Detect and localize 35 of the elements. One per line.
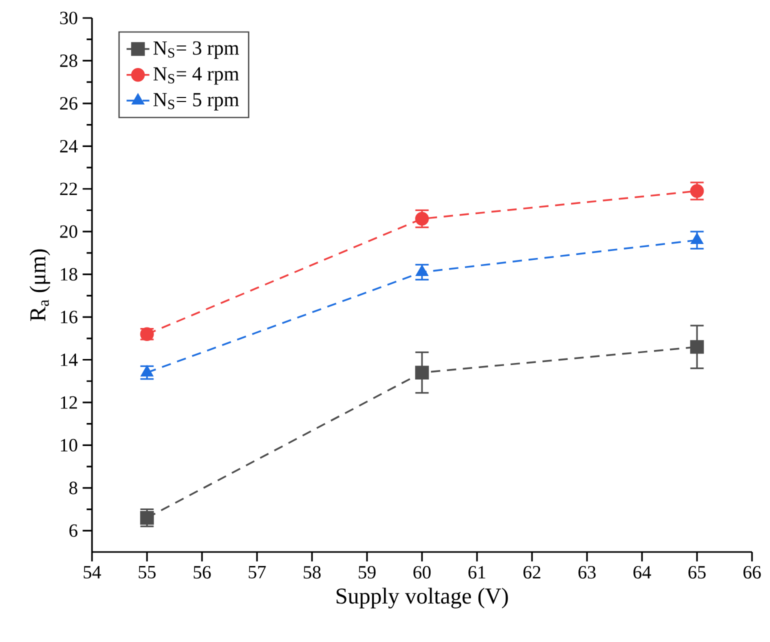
x-tick-label: 55 — [138, 566, 156, 578]
x-tick-label: 65 — [688, 566, 706, 579]
x-tick-label: 59 — [358, 566, 376, 579]
x-tick-label: 62 — [523, 566, 540, 579]
x-tick-label: 66 — [743, 566, 761, 579]
x-tick-label: 57 — [248, 566, 266, 578]
y-tick-label: 14 — [60, 354, 78, 366]
legend-label: N$_{S}$= 3 rpm — [153, 41, 239, 59]
x-tick-label: 64 — [633, 566, 652, 579]
y-axis-title: R$_{a}$ (μm) — [30, 249, 50, 322]
x-tick-label: 56 — [194, 566, 211, 579]
y-tick-label: 30 — [60, 12, 78, 24]
x-axis-title: Supply voltage (V) — [336, 588, 508, 608]
point — [690, 340, 704, 354]
legend-label: N$_{S}$= 5 rpm — [153, 93, 239, 110]
x-tick-label: 54 — [84, 566, 102, 579]
point — [416, 265, 428, 276]
y-tick-label: 12 — [60, 396, 77, 409]
x-tick-label: 58 — [304, 566, 321, 579]
y-tick-label: 8 — [69, 482, 78, 494]
point — [415, 366, 429, 380]
y-tick-label: 18 — [60, 268, 78, 281]
y-tick-label: 6 — [69, 524, 78, 537]
point — [140, 366, 154, 376]
y-tick-label: 26 — [60, 97, 78, 110]
y-tick-label: 20 — [60, 225, 78, 238]
y-tick-label: 10 — [60, 438, 78, 452]
x-tick-label: 61 — [468, 566, 486, 579]
y-tick-label: 22 — [60, 182, 77, 196]
y-tick-label: 24 — [60, 140, 78, 152]
x-tick-label: 63 — [578, 566, 596, 579]
legend-label: N$_{S}$= 4 rpm — [153, 67, 239, 85]
y-tick-label: 16 — [60, 310, 78, 324]
y-tick-label: 28 — [60, 54, 78, 68]
x-tick-label: 60 — [413, 566, 431, 579]
